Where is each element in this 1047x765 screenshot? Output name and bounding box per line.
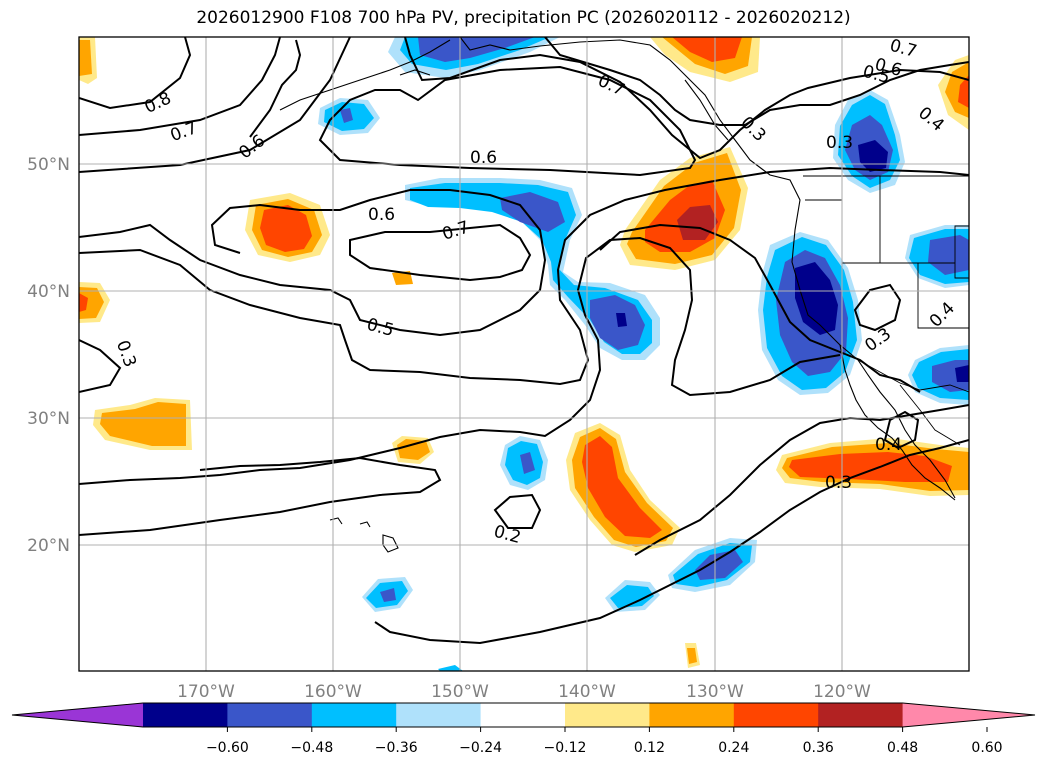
colorbar-tick-label: 0.24 [718, 740, 749, 756]
pv-contours [79, 37, 969, 645]
lon-label: 160°W [304, 682, 362, 702]
contour-label: 0.3 [826, 133, 853, 153]
lat-label: 20°N [27, 536, 70, 556]
contour-label: 0.6 [470, 148, 497, 168]
colorbar-tick-label: 0.48 [887, 740, 918, 756]
colorbar-tick-label: −0.36 [375, 740, 418, 756]
lat-axis: 50°N 40°N 30°N 20°N [27, 155, 70, 556]
lon-label: 140°W [558, 682, 616, 702]
colorbar-outline [11, 702, 1036, 728]
contour-label: 0.4 [875, 435, 902, 455]
colorbar-tick-label: −0.12 [544, 740, 587, 756]
colorbar-tick-label: 0.36 [803, 740, 834, 756]
colorbar-segment [143, 703, 228, 727]
map-panel: 0.8 0.7 0.6 0.6 0.7 0.6 0.7 0.5 0.6 0.7 … [79, 37, 969, 671]
colorbar-segment [480, 703, 566, 727]
lon-label: 150°W [431, 682, 489, 702]
colorbar-tick-label: −0.24 [459, 740, 502, 756]
contour-label: 0.6 [368, 205, 395, 225]
colorbar-extend-left [12, 703, 143, 727]
lon-axis: 170°W 160°W 150°W 140°W 130°W 120°W [177, 682, 871, 702]
map-frame [78, 36, 970, 672]
colorbar-extend-right [902, 703, 1035, 727]
lon-label: 120°W [813, 682, 871, 702]
colorbar-segment [311, 703, 397, 727]
graticule [79, 37, 969, 671]
colorbar-tick-label: −0.60 [206, 740, 249, 756]
colorbar-segment [818, 703, 904, 727]
colorbar-tick-label: 0.12 [634, 740, 665, 756]
colorbar-segment [649, 703, 735, 727]
colorbar-segment [733, 703, 819, 727]
colorbar-segment [565, 703, 650, 727]
colorbar: −0.60 −0.48 −0.36 −0.24 −0.12 0.12 0.24 0.36 0.4… [11, 702, 1036, 756]
contour-label: 0.3 [825, 473, 852, 493]
colorbar-tick-label: 0.60 [971, 740, 1002, 756]
map-title: 2026012900 F108 700 hPa PV, precipitatio… [196, 8, 851, 28]
colorbar-segment [227, 703, 313, 727]
lat-label: 50°N [27, 155, 70, 175]
colorbar-segment [396, 703, 482, 727]
colorbar-tick-label: −0.48 [290, 740, 333, 756]
lat-label: 30°N [27, 409, 70, 429]
lon-label: 130°W [686, 682, 744, 702]
lon-label: 170°W [177, 682, 235, 702]
lat-label: 40°N [27, 282, 70, 302]
